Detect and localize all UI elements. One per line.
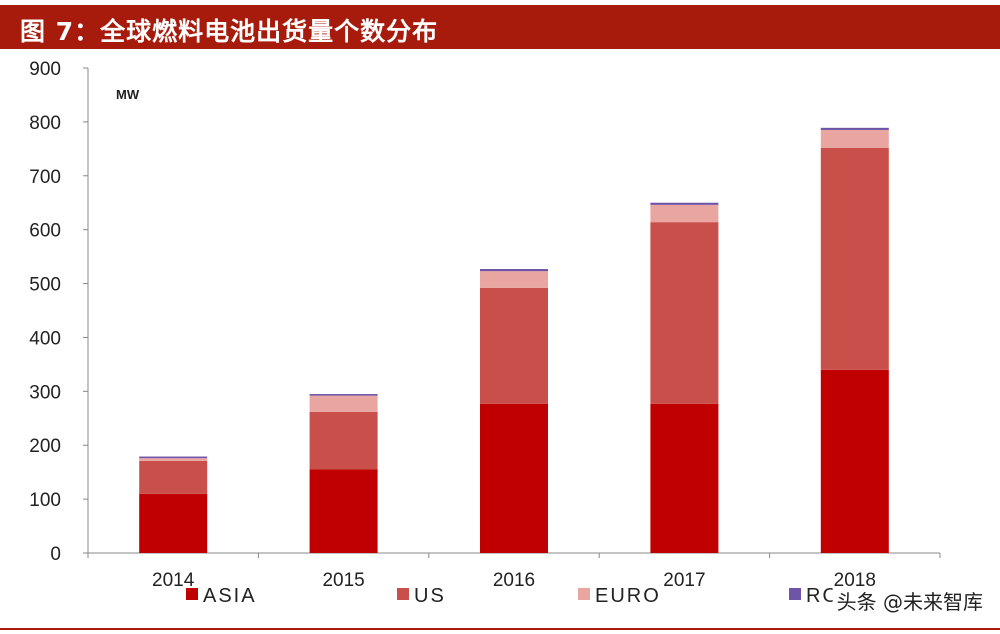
footer-line (0, 628, 1000, 630)
unit-label: MW (116, 87, 140, 102)
bar-euro-2017 (650, 204, 719, 223)
bar-roc-2016 (480, 269, 548, 272)
bar-roc-2015 (309, 394, 378, 396)
y-tick-label: 200 (29, 436, 61, 457)
y-tick-label: 0 (50, 544, 61, 565)
axes: 0 100 200 300 400 500 600 700 800 900 2014 2015 2016… (29, 59, 941, 591)
bar-euro-2015 (309, 395, 378, 412)
legend-swatch-us (397, 588, 409, 600)
bar-asia-2017 (650, 403, 719, 553)
bar-euro-2018 (820, 129, 889, 148)
bar-us-2016 (480, 287, 548, 404)
bar-asia-2014 (139, 493, 208, 553)
bar-roc-2014 (139, 456, 208, 459)
legend-label-us: US (414, 585, 446, 607)
watermark-text: 头条 @未来智库 (837, 590, 983, 614)
bar-asia-2015 (309, 469, 378, 553)
bar-us-2018 (820, 147, 889, 370)
legend-swatch-roc (789, 588, 801, 600)
bar-euro-2014 (139, 458, 208, 461)
bar-asia-2018 (820, 369, 889, 553)
legend-swatch-euro (578, 588, 590, 600)
bar-us-2014 (139, 460, 208, 494)
y-tick-label: 700 (29, 167, 61, 188)
bar-us-2015 (309, 411, 378, 470)
x-tick-label: 2017 (663, 570, 705, 591)
y-tick-label: 100 (29, 490, 61, 511)
x-tick-label: 2018 (834, 570, 876, 591)
bar-roc-2017 (650, 202, 719, 205)
bar-us-2017 (650, 222, 719, 404)
x-tick-label: 2015 (322, 570, 364, 591)
x-tick-label: 2016 (493, 570, 535, 591)
y-tick-label: 600 (29, 221, 61, 242)
y-tick-label: 500 (29, 275, 61, 296)
legend-label-euro: EURO (595, 585, 661, 607)
legend-label-asia: ASIA (203, 585, 257, 607)
bars (139, 127, 889, 553)
y-tick-label: 400 (29, 328, 61, 349)
title-bar: 图 7：全球燃料电池出货量个数分布 (0, 5, 1000, 49)
y-tick-label: 300 (29, 382, 61, 403)
y-tick-label: 900 (29, 59, 61, 80)
legend-swatch-asia (186, 588, 198, 600)
bar-euro-2016 (480, 271, 548, 288)
bar-roc-2018 (820, 127, 889, 130)
watermark-background (832, 588, 987, 616)
chart-title: 图 7：全球燃料电池出货量个数分布 (20, 17, 439, 46)
x-tick-label: 2014 (152, 570, 195, 591)
bar-asia-2016 (480, 403, 548, 553)
y-tick-label: 800 (29, 113, 61, 134)
